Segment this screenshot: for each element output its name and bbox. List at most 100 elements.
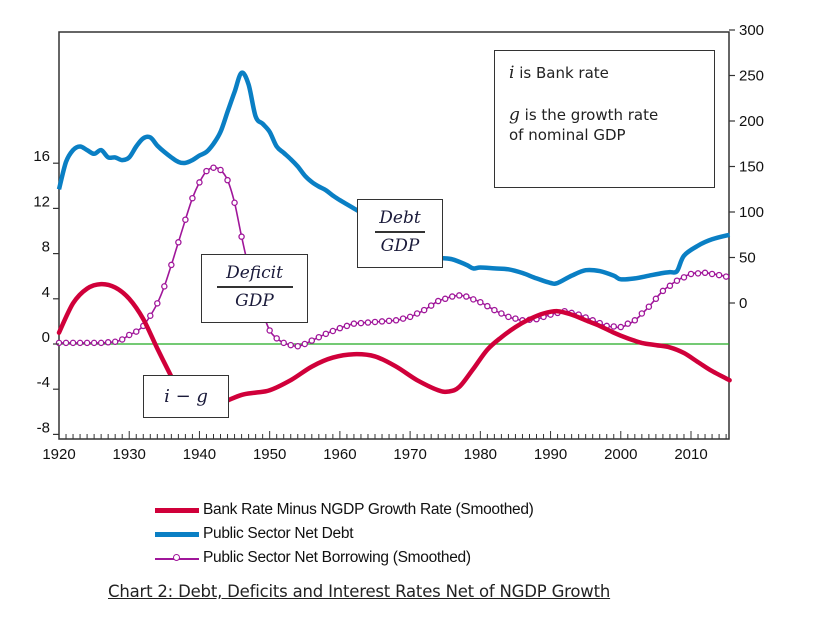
- data-point-marker: [392, 317, 400, 324]
- data-point-marker: [371, 318, 379, 326]
- data-point-marker: [69, 339, 77, 347]
- data-point-marker: [217, 166, 224, 174]
- data-point-marker: [652, 295, 660, 303]
- data-point-marker: [238, 233, 245, 240]
- data-point-marker: [147, 312, 154, 319]
- right-tick-label: 250: [739, 68, 764, 85]
- x-tick-label: 1930: [113, 446, 146, 463]
- left-tick-label: 0: [42, 329, 50, 346]
- data-point-marker: [708, 270, 716, 278]
- data-point-marker: [62, 339, 70, 347]
- data-point-marker: [350, 320, 358, 327]
- x-axis: 1920 1930 1940 1950 1960 1970 1980 1990 2000 2010: [42, 431, 727, 463]
- right-tick-label: 300: [739, 22, 764, 39]
- data-point-marker: [111, 338, 119, 345]
- debt-gdp-numerator: Debt: [379, 208, 421, 228]
- legend-swatch-thick-red: [155, 500, 199, 520]
- data-point-marker: [273, 335, 280, 342]
- deficit-gdp-denominator: GDP: [235, 290, 274, 311]
- legend-item-net-borrowing: Public Sector Net Borrowing (Smoothed): [155, 546, 534, 570]
- data-point-marker: [189, 194, 196, 202]
- x-tick-label: 1940: [183, 446, 216, 463]
- data-point-marker: [301, 340, 309, 348]
- x-tick-label: 1990: [534, 446, 567, 463]
- data-point-marker: [434, 297, 442, 305]
- data-point-marker: [470, 296, 477, 303]
- data-point-marker: [55, 339, 63, 347]
- data-point-marker: [203, 167, 210, 175]
- data-point-marker: [491, 306, 498, 314]
- data-point-marker: [83, 339, 91, 347]
- data-point-marker: [617, 323, 625, 331]
- data-point-marker: [364, 319, 372, 326]
- data-point-marker: [477, 298, 484, 306]
- legend-swatch-circle-marker: [155, 548, 199, 568]
- data-point-marker: [280, 339, 287, 347]
- right-tick-label: 50: [739, 250, 756, 267]
- data-point-marker: [420, 306, 428, 314]
- data-point-marker: [90, 339, 98, 347]
- data-point-marker: [322, 330, 330, 338]
- data-point-marker: [687, 270, 695, 278]
- data-point-marker: [294, 343, 302, 350]
- note-line-i: i is Bank rate: [509, 63, 609, 83]
- series-line: [56, 70, 731, 286]
- x-tick-label: 2000: [604, 446, 637, 463]
- right-tick-label: 150: [739, 159, 764, 176]
- data-point-marker: [694, 270, 702, 277]
- deficit-gdp-numerator: Deficit: [226, 263, 283, 283]
- data-point-marker: [722, 273, 730, 280]
- legend-item-net-debt: Public Sector Net Debt: [155, 522, 534, 546]
- series-line-segment: [225, 308, 732, 403]
- x-tick-label: 2010: [674, 446, 707, 463]
- series-public-sector-net-debt: [56, 70, 731, 286]
- left-tick-label: 12: [33, 193, 50, 210]
- data-point-marker: [132, 328, 140, 335]
- data-point-marker: [175, 239, 182, 246]
- data-point-marker: [266, 327, 273, 334]
- right-axis: 0 50 100 150 200 250 300: [729, 22, 764, 312]
- series-layer: [55, 70, 732, 403]
- data-point-marker: [97, 339, 105, 347]
- data-point-marker: [505, 313, 512, 321]
- data-point-marker: [315, 333, 323, 341]
- legend-item-bank-rate: Bank Rate Minus NGDP Growth Rate (Smooth…: [155, 498, 534, 522]
- x-tick-label: 1970: [393, 446, 426, 463]
- series-public-sector-net-borrowing-smoothed: [55, 164, 730, 350]
- data-point-marker: [224, 176, 231, 184]
- data-point-marker: [512, 315, 519, 322]
- data-point-marker: [308, 337, 316, 344]
- data-point-marker: [104, 339, 112, 346]
- fraction-bar: [216, 286, 293, 288]
- data-point-marker: [463, 293, 470, 300]
- left-tick-label: -8: [37, 419, 50, 436]
- data-point-marker: [673, 277, 681, 284]
- data-point-marker: [701, 269, 709, 277]
- data-point-marker: [441, 295, 449, 303]
- i-minus-g-label: i − g: [143, 375, 229, 418]
- data-point-marker: [645, 303, 653, 310]
- data-point-marker: [715, 271, 723, 279]
- note-line-g: g is the growth rate: [509, 105, 659, 125]
- data-point-marker: [484, 302, 491, 310]
- x-tick-label: 1920: [42, 446, 75, 463]
- data-point-marker: [666, 282, 674, 290]
- data-point-marker: [680, 274, 688, 281]
- data-point-marker: [76, 339, 84, 347]
- x-tick-label: 1960: [323, 446, 356, 463]
- data-point-marker: [118, 336, 126, 343]
- data-point-marker: [413, 310, 421, 317]
- data-point-marker: [406, 313, 414, 321]
- data-point-marker: [168, 261, 175, 269]
- data-point-marker: [161, 283, 168, 290]
- data-point-marker: [210, 164, 217, 171]
- series-line-segment: [56, 281, 174, 380]
- x-tick-label: 1980: [464, 446, 497, 463]
- left-tick-label: 16: [33, 148, 50, 165]
- fraction-bar: [375, 231, 425, 233]
- left-tick-label: 4: [42, 284, 50, 301]
- data-point-marker: [385, 317, 393, 325]
- data-point-marker: [125, 331, 133, 339]
- data-point-marker: [399, 315, 407, 322]
